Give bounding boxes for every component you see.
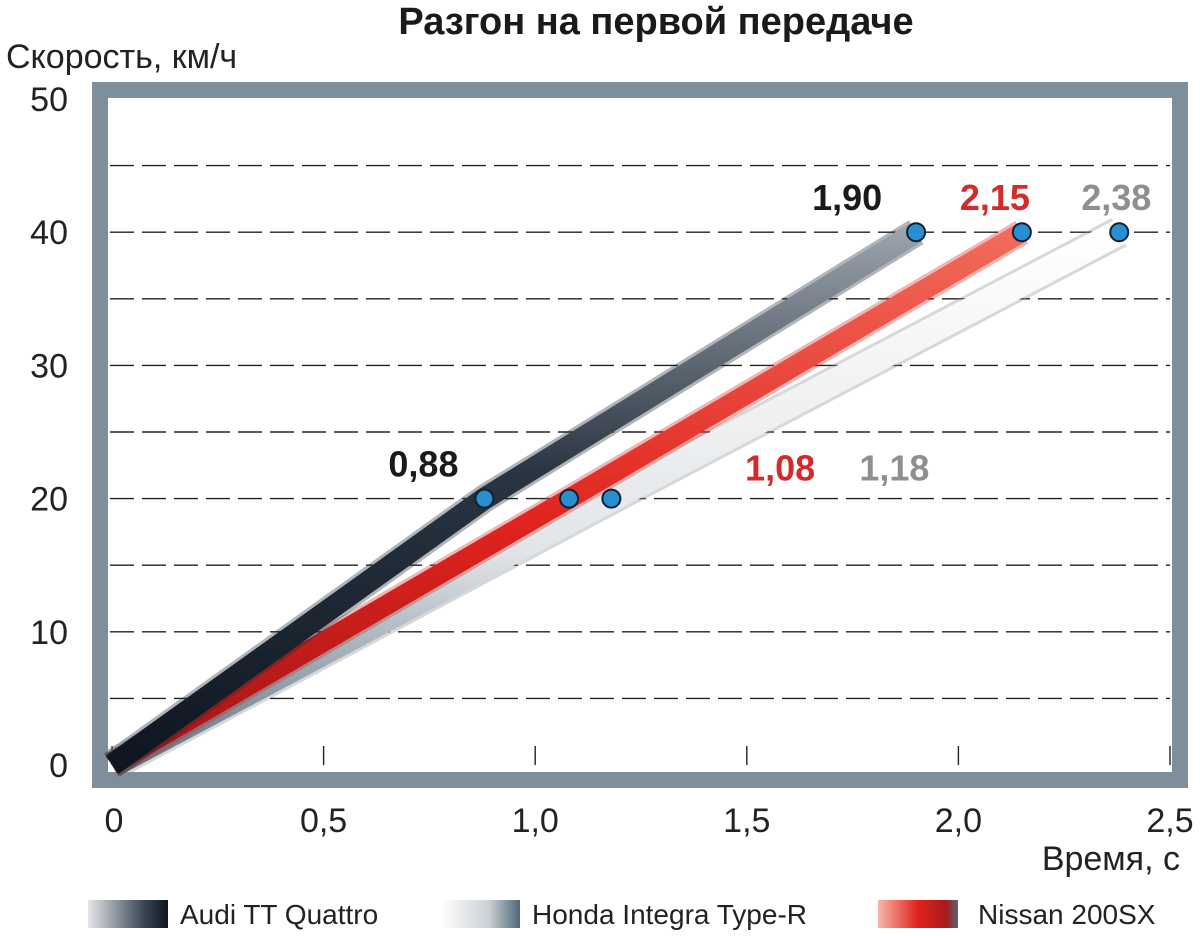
y-tick-label: 10 bbox=[30, 614, 68, 652]
data-point bbox=[906, 222, 927, 243]
x-tick-label: 2,0 bbox=[935, 802, 982, 840]
y-tick-label: 0 bbox=[49, 747, 68, 785]
legend-swatch-honda bbox=[440, 900, 520, 928]
data-point bbox=[1109, 222, 1130, 243]
y-tick-label: 30 bbox=[30, 347, 68, 385]
x-axis-label: Время, с bbox=[1042, 840, 1180, 878]
data-point bbox=[559, 488, 580, 509]
x-tick-label: 0 bbox=[105, 802, 124, 840]
data-label: 0,88 bbox=[388, 444, 458, 485]
label-layer: 0,88 1,90 1,18 2,38 1,08 2,15 bbox=[388, 177, 1151, 488]
legend: Audi TT Quattro Honda Integra Type-R Nis… bbox=[88, 899, 1156, 930]
data-point bbox=[1011, 222, 1032, 243]
x-tick-labels: 0 0,5 1,0 1,5 2,0 2,5 bbox=[105, 802, 1194, 840]
legend-swatch-nissan bbox=[878, 900, 958, 928]
data-label: 2,38 bbox=[1081, 177, 1151, 218]
legend-label-nissan: Nissan 200SX bbox=[978, 899, 1156, 930]
x-tick-label: 2,5 bbox=[1146, 802, 1193, 840]
y-tick-label: 50 bbox=[30, 81, 68, 119]
y-tick-labels: 0 10 20 30 40 50 bbox=[30, 81, 68, 785]
x-tick-label: 0,5 bbox=[300, 802, 347, 840]
data-label: 2,15 bbox=[960, 177, 1030, 218]
chart-title: Разгон на первой передаче bbox=[398, 1, 913, 43]
y-tick-label: 40 bbox=[30, 214, 68, 252]
y-axis-label: Скорость, км/ч bbox=[6, 38, 237, 76]
legend-label-audi: Audi TT Quattro bbox=[180, 899, 378, 930]
data-label: 1,90 bbox=[812, 177, 882, 218]
data-point bbox=[601, 488, 622, 509]
legend-swatch-audi bbox=[88, 900, 168, 928]
data-label: 1,08 bbox=[745, 448, 815, 489]
marker-layer bbox=[474, 222, 1130, 509]
data-label: 1,18 bbox=[859, 448, 929, 489]
x-tick-label: 1,5 bbox=[723, 802, 770, 840]
data-point bbox=[474, 488, 495, 509]
y-tick-label: 20 bbox=[30, 481, 68, 519]
legend-label-honda: Honda Integra Type-R bbox=[532, 899, 807, 930]
x-tick-label: 1,0 bbox=[512, 802, 559, 840]
